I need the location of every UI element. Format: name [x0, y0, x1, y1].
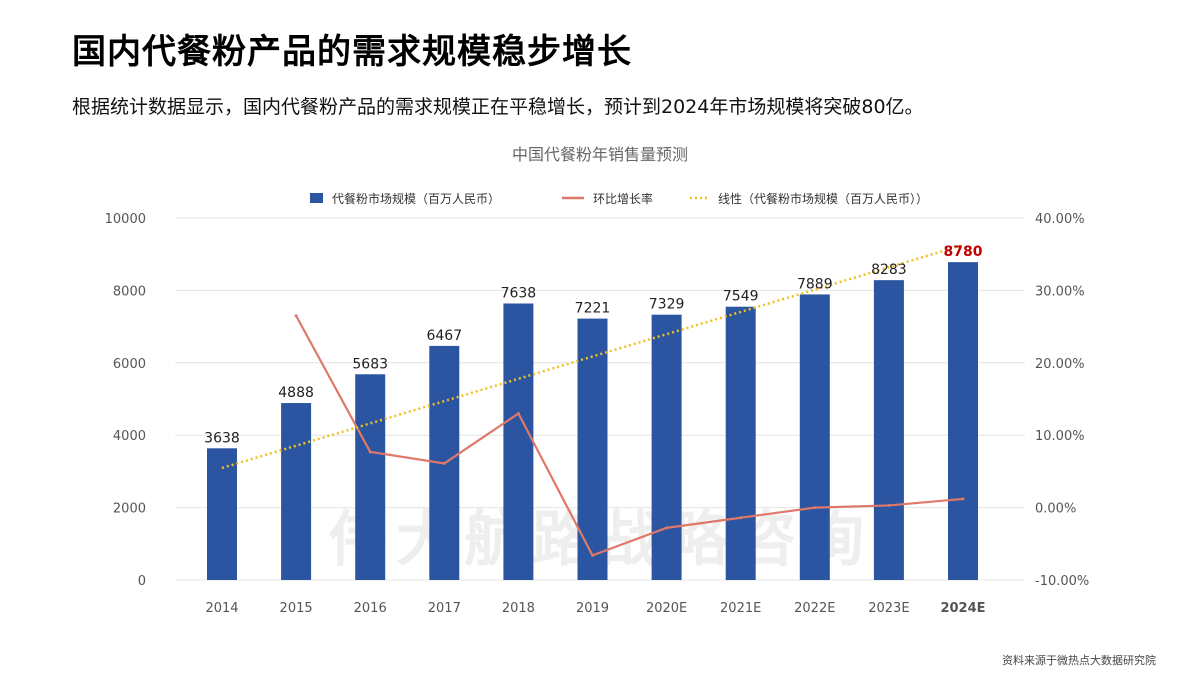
growth-rate-point — [591, 553, 594, 557]
bar-label: 7638 — [501, 286, 537, 302]
y-left-tick: 8000 — [113, 284, 146, 299]
bar-label: 7889 — [797, 276, 833, 292]
growth-rate-point — [887, 503, 891, 507]
legend: 代餐粉市场规模（百万人民币） 环比增长率 线性（代餐粉市场规模（百万人民币）） — [310, 191, 928, 206]
bar — [799, 294, 830, 580]
legend-label: 代餐粉市场规模（百万人民币） — [332, 191, 500, 206]
x-tick: 2014 — [205, 601, 238, 616]
y-left-tick: 10000 — [105, 212, 146, 227]
y-left-tick: 6000 — [113, 357, 146, 372]
bar — [207, 448, 237, 580]
bar-label: 8780 — [944, 244, 983, 260]
legend-label: 环比增长率 — [593, 191, 653, 206]
x-tick: 2015 — [280, 601, 313, 616]
bar — [948, 262, 978, 580]
bar-label: 8283 — [871, 262, 907, 278]
growth-rate-point — [961, 497, 965, 501]
growth-rate-point — [368, 450, 372, 454]
bar-label: 7329 — [649, 297, 685, 313]
source-note: 资料来源于微热点大数据研究院 — [1002, 654, 1156, 667]
legend-bar-swatch — [310, 193, 323, 203]
x-tick: 2024E — [940, 601, 985, 616]
chart-title: 中国代餐粉年销售量预测 — [512, 145, 688, 164]
growth-rate-point — [516, 411, 520, 415]
y-left-tick: 4000 — [113, 429, 146, 444]
growth-rate-point — [665, 526, 669, 530]
y-left-tick: 0 — [138, 574, 146, 589]
bar — [873, 280, 904, 580]
bar-label: 3638 — [204, 430, 240, 446]
x-tick: 2022E — [794, 601, 835, 616]
x-tick: 2021E — [720, 601, 761, 616]
bar — [281, 403, 312, 580]
bar-label: 4888 — [278, 385, 314, 401]
x-tick: 2019 — [576, 601, 609, 616]
growth-rate-line — [295, 315, 964, 557]
growth-rate-point — [813, 506, 817, 510]
bar-label: 6467 — [426, 328, 462, 344]
bar-label: 7221 — [575, 301, 611, 317]
growth-rate-point — [442, 461, 446, 465]
y-right-tick: 20.00% — [1035, 357, 1085, 372]
x-tick: 2023E — [868, 601, 909, 616]
y-right-tick: 0.00% — [1035, 502, 1076, 517]
trend-line — [221, 243, 964, 470]
page-title: 国内代餐粉产品的需求规模稳步增长 — [72, 32, 632, 72]
y-right-tick: 30.00% — [1035, 284, 1085, 299]
y-left-tick: 2000 — [113, 502, 146, 517]
y-right-tick: 10.00% — [1035, 429, 1085, 444]
y-right-tick: 40.00% — [1035, 212, 1085, 227]
growth-rate-point — [294, 314, 298, 318]
growth-rate-point — [739, 516, 743, 520]
bar — [725, 306, 756, 580]
x-tick: 2020E — [646, 601, 687, 616]
bar — [651, 314, 682, 580]
legend-label: 线性（代餐粉市场规模（百万人民币）） — [718, 191, 928, 206]
x-tick: 2018 — [502, 601, 535, 616]
page-subtitle: 根据统计数据显示，国内代餐粉产品的需求规模正在平稳增长，预计到2024年市场规模… — [72, 96, 924, 118]
bar-label: 5683 — [352, 356, 388, 372]
bar — [355, 374, 386, 580]
bar-label: 7549 — [723, 289, 759, 305]
bar — [503, 303, 534, 580]
y-right-tick: -10.00% — [1035, 574, 1089, 589]
x-tick: 2016 — [354, 601, 387, 616]
bar — [577, 318, 608, 580]
x-tick: 2017 — [428, 601, 461, 616]
